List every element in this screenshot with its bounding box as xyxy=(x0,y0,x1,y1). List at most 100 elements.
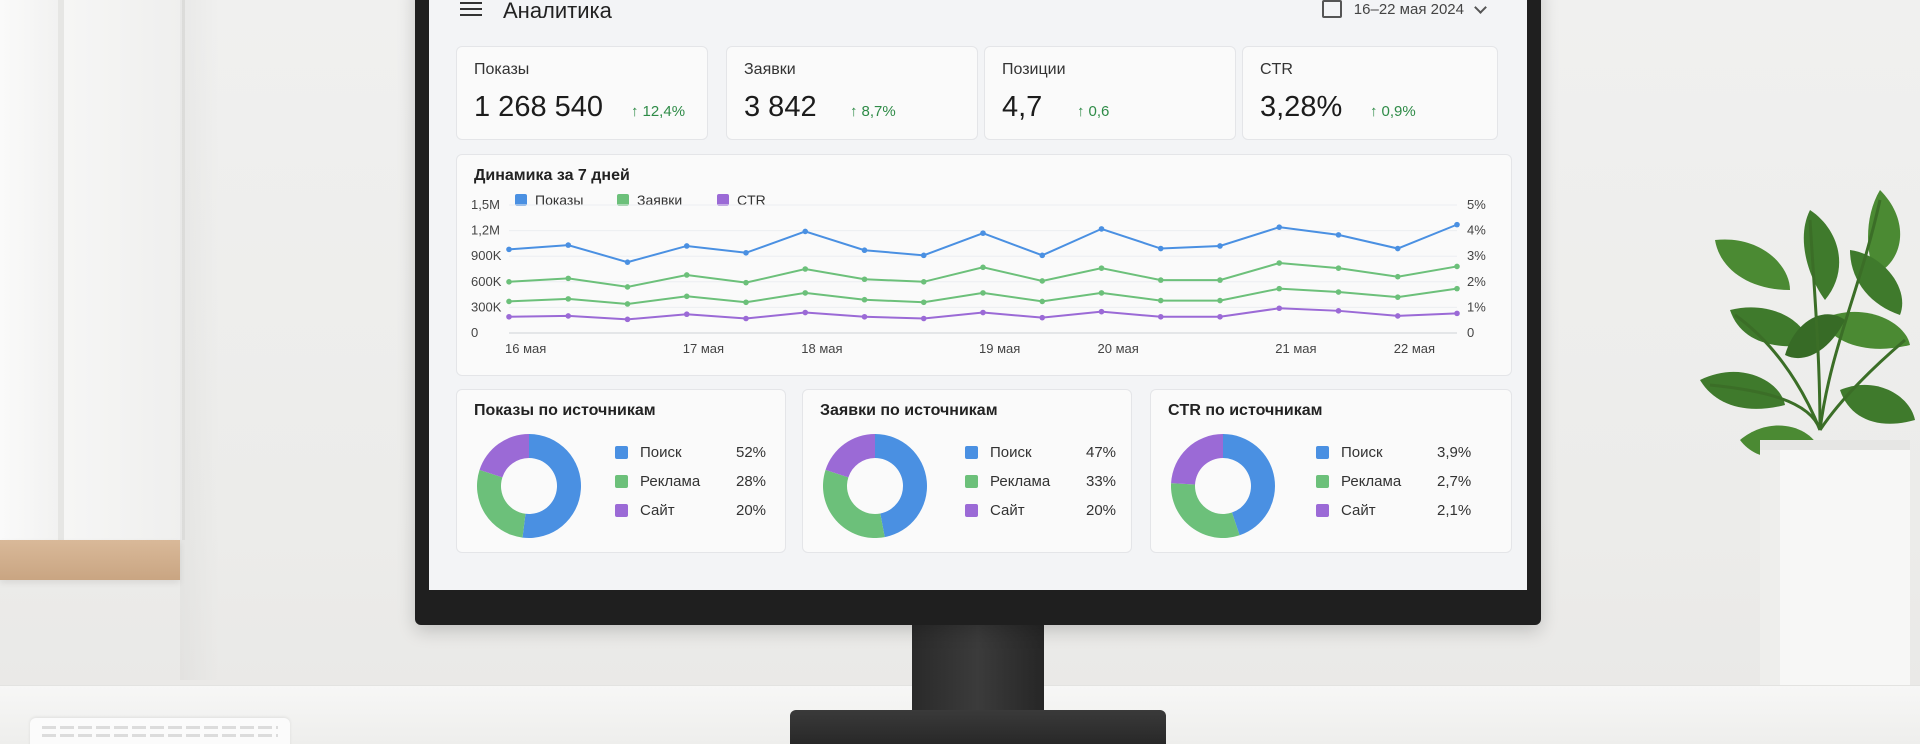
legend-swatch xyxy=(515,194,527,206)
kpi-delta-value: 12,4% xyxy=(642,103,686,120)
donut-legend-row: Реклама 33% xyxy=(965,473,1116,490)
data-point xyxy=(743,249,749,256)
y-tick-label: 900K xyxy=(471,248,502,263)
legend-item-requests[interactable]: Заявки xyxy=(617,192,682,208)
date-range-picker[interactable]: 16–22 мая 2024 xyxy=(1321,0,1487,18)
window-sill xyxy=(0,540,180,580)
data-point xyxy=(861,313,868,320)
x-tick-label: 16 мая xyxy=(505,341,546,356)
donut-slice xyxy=(1223,434,1275,536)
page-title: Аналитика xyxy=(503,0,612,23)
legend-label: Показы xyxy=(535,192,584,208)
data-point xyxy=(1276,260,1283,266)
kpi-delta: ↑ 8,7% xyxy=(850,103,896,120)
arrow-up-icon: ↑ xyxy=(631,103,639,120)
data-point xyxy=(980,309,986,316)
legend-item-ctr[interactable]: CTR xyxy=(717,192,766,208)
y-tick-label: 300K xyxy=(471,299,502,314)
donut-legend-row: Поиск 52% xyxy=(615,444,766,461)
legend-value: 20% xyxy=(736,502,767,519)
data-point xyxy=(506,313,512,320)
data-point xyxy=(1039,278,1046,284)
legend-value: 2,7% xyxy=(1437,473,1472,490)
data-point xyxy=(1098,265,1105,271)
legend-value: 20% xyxy=(1086,502,1117,519)
trend-chart: 1,5M 5% 1,2M 4% 900K 3% 600K 2% 300K 1% 0 0 16 мая 17… xyxy=(471,197,1486,356)
legend-swatch xyxy=(617,194,629,206)
data-point xyxy=(1039,252,1046,259)
data-point xyxy=(624,284,631,290)
legend-item-shows[interactable]: Показы xyxy=(515,192,583,208)
kpi-delta: ↑ 0,6 xyxy=(1077,103,1109,120)
donut-legend-row: Сайт 2,1% xyxy=(1316,502,1471,519)
kpi-card-positions[interactable]: Позиции 4,7 ↑ 0,6 xyxy=(984,46,1236,140)
data-point xyxy=(1454,285,1460,292)
data-point xyxy=(1217,297,1223,304)
data-point xyxy=(565,275,572,282)
data-point xyxy=(802,290,809,296)
data-point xyxy=(1454,310,1460,317)
data-point xyxy=(1335,265,1342,271)
trend-chart-title: Динамика за 7 дней xyxy=(474,167,630,184)
kpi-value: 4,7 xyxy=(1002,91,1043,123)
monitor: Аналитика 16–22 мая 2024 Показы 1 268 54… xyxy=(415,0,1541,625)
data-point xyxy=(1217,313,1223,320)
data-point xyxy=(1217,243,1223,249)
data-point xyxy=(1454,263,1460,270)
data-point xyxy=(1394,294,1401,300)
donut-legend-row: Поиск 47% xyxy=(965,444,1116,461)
data-point xyxy=(506,298,512,305)
legend-swatch xyxy=(615,475,628,488)
legend-swatch xyxy=(965,504,978,517)
data-point xyxy=(920,315,927,322)
data-point xyxy=(1276,224,1283,230)
y-tick-label: 1,5M xyxy=(471,197,500,212)
data-point xyxy=(802,228,809,235)
top-bar: Аналитика 16–22 мая 2024 xyxy=(429,0,1527,24)
monitor-stand xyxy=(912,620,1044,712)
donut-chart xyxy=(477,434,581,538)
calendar-icon xyxy=(1321,0,1342,18)
kpi-delta-value: 8,7% xyxy=(861,103,896,120)
x-tick-label: 18 мая xyxy=(801,341,842,356)
data-point xyxy=(802,266,809,272)
legend-value: 3,9% xyxy=(1437,444,1472,461)
legend-swatch xyxy=(1316,504,1329,517)
window-frame xyxy=(0,0,64,560)
donut-slice xyxy=(825,434,875,478)
donut-legend-row: Реклама 28% xyxy=(615,473,766,490)
donut-card-shows: Показы по источникам Поиск 52% Реклама 28%… xyxy=(456,389,786,553)
legend-label: Сайт xyxy=(640,502,675,519)
legend-value: 2,1% xyxy=(1437,502,1472,519)
y2-tick-label: 2% xyxy=(1467,274,1486,289)
kpi-card-ctr[interactable]: CTR 3,28% ↑ 0,9% xyxy=(1242,46,1498,140)
kpi-label: CTR xyxy=(1260,61,1293,78)
kpi-delta-value: 0,6 xyxy=(1088,103,1110,120)
hamburger-menu-icon[interactable] xyxy=(460,2,482,16)
data-point xyxy=(1157,297,1164,304)
legend-swatch xyxy=(1316,446,1329,459)
kpi-value: 1 268 540 xyxy=(474,91,604,123)
y2-tick-label: 3% xyxy=(1467,248,1486,263)
data-point xyxy=(624,301,631,307)
keyboard xyxy=(30,718,290,744)
data-point xyxy=(920,252,927,259)
kpi-card-requests[interactable]: Заявки 3 842 ↑ 8,7% xyxy=(726,46,978,140)
donut-legend-row: Сайт 20% xyxy=(615,502,766,519)
x-tick-label: 20 мая xyxy=(1098,341,1139,356)
legend-value: 47% xyxy=(1086,444,1117,461)
kpi-card-shows[interactable]: Показы 1 268 540 ↑ 12,4% xyxy=(456,46,708,140)
data-point xyxy=(683,272,690,278)
data-point xyxy=(743,279,749,286)
legend-swatch xyxy=(965,475,978,488)
data-point xyxy=(743,315,749,322)
data-point xyxy=(1394,273,1401,280)
plant-illustration xyxy=(1700,190,1915,744)
data-point xyxy=(565,296,572,302)
data-point xyxy=(1157,245,1164,252)
data-point xyxy=(920,279,927,285)
arrow-up-icon: ↑ xyxy=(1077,103,1085,120)
y2-tick-label: 0 xyxy=(1467,325,1474,340)
legend-label: Поиск xyxy=(1341,444,1383,461)
